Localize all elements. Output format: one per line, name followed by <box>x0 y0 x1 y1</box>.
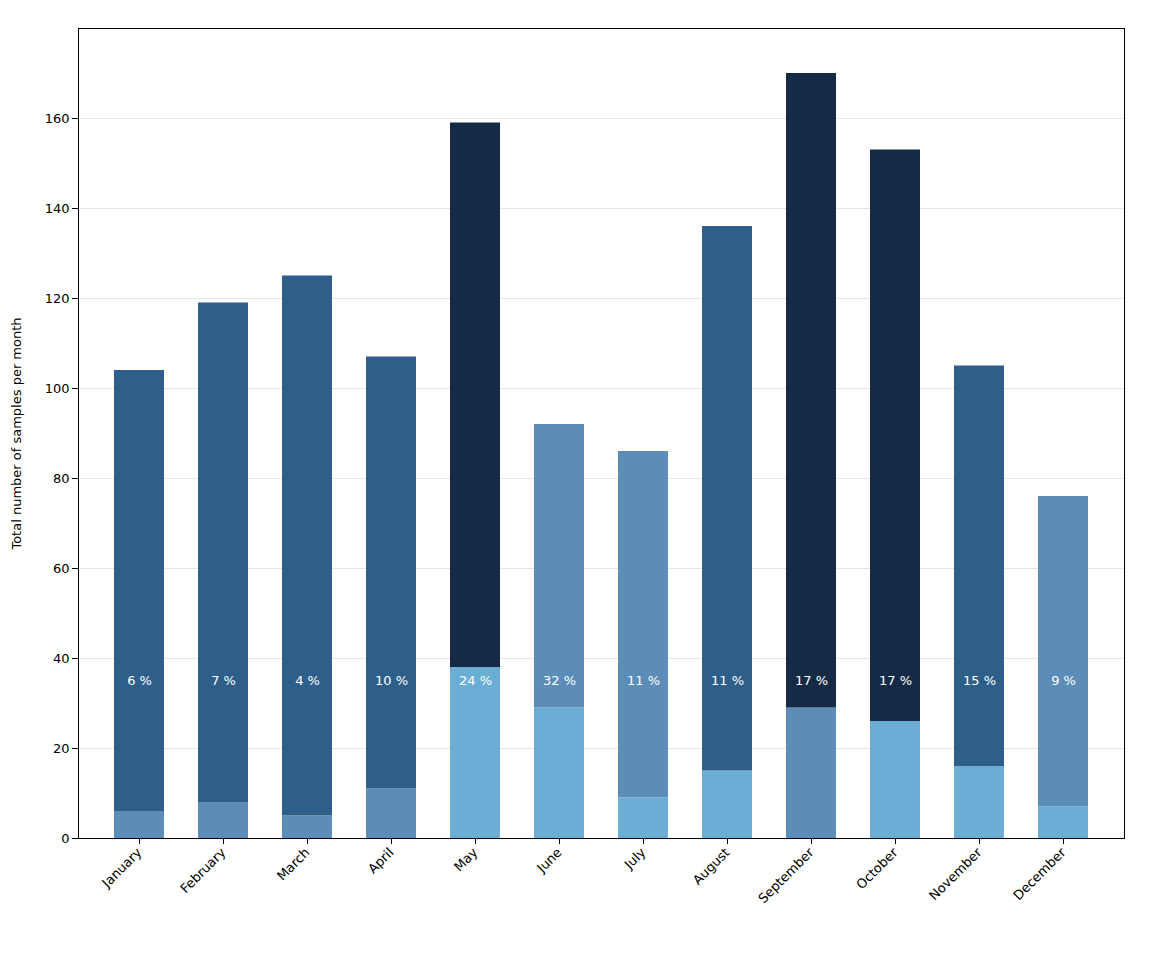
svg-text:February: February <box>177 845 229 897</box>
svg-text:October: October <box>853 844 901 892</box>
svg-text:May: May <box>451 845 481 875</box>
svg-text:April: April <box>365 845 397 877</box>
svg-text:11 %: 11 % <box>627 673 660 688</box>
svg-text:10 %: 10 % <box>375 673 408 688</box>
svg-text:November: November <box>926 844 985 903</box>
svg-text:20: 20 <box>53 741 70 756</box>
svg-text:32 %: 32 % <box>543 673 576 688</box>
svg-text:60: 60 <box>53 561 70 576</box>
svg-text:August: August <box>690 845 733 888</box>
svg-text:160: 160 <box>45 111 70 126</box>
svg-text:17 %: 17 % <box>879 673 912 688</box>
svg-text:6 %: 6 % <box>127 673 152 688</box>
svg-text:June: June <box>533 845 564 876</box>
svg-text:0: 0 <box>61 831 69 846</box>
svg-text:120: 120 <box>45 291 70 306</box>
svg-text:11 %: 11 % <box>711 673 744 688</box>
svg-text:Total number of samples per mo: Total number of samples per month <box>9 317 24 550</box>
svg-text:January: January <box>98 845 144 891</box>
svg-text:140: 140 <box>45 201 70 216</box>
svg-text:80: 80 <box>53 471 70 486</box>
svg-text:40: 40 <box>53 651 70 666</box>
svg-text:17 %: 17 % <box>795 673 828 688</box>
svg-text:December: December <box>1010 844 1069 903</box>
svg-text:March: March <box>274 845 313 884</box>
svg-text:July: July <box>621 845 649 873</box>
svg-text:9 %: 9 % <box>1051 673 1076 688</box>
svg-text:September: September <box>755 844 817 906</box>
svg-text:15 %: 15 % <box>963 673 996 688</box>
svg-text:4 %: 4 % <box>295 673 320 688</box>
svg-text:24 %: 24 % <box>459 673 492 688</box>
svg-text:7 %: 7 % <box>211 673 236 688</box>
svg-text:100: 100 <box>45 381 70 396</box>
